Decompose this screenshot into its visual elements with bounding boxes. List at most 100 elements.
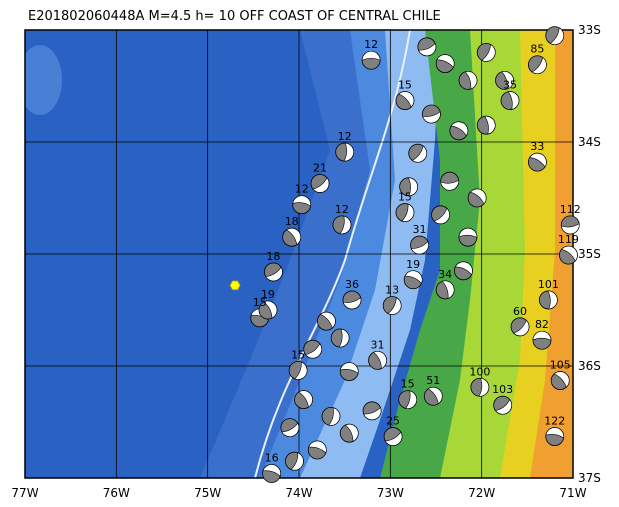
focal-mechanism [282,227,302,247]
depth-label: 15 [253,296,267,309]
beachball-dilatation [407,177,418,197]
beachball-dilatation [547,290,558,310]
beachball-dilatation [304,343,322,359]
focal-mechanism [382,296,402,315]
focal-mechanism [292,195,312,215]
depth-label: 122 [544,415,565,428]
focal-mechanism [545,427,565,446]
depth-label: 18 [285,215,299,228]
beachball-dilatation [363,407,382,421]
depth-label: 25 [386,415,400,428]
beachball-dilatation [484,115,496,135]
beachball-dilatation [298,390,313,408]
events [250,26,580,483]
focal-mechanism [458,227,478,247]
depth-label: 82 [535,318,549,331]
depth-label: 12 [335,203,349,216]
beachball-dilatation [290,452,304,471]
x-tick-label: 74W [285,486,312,500]
depth-label: 15 [401,378,415,391]
beachball-dilatation [398,91,415,108]
focal-mechanism [285,451,304,471]
focal-mechanism [435,54,455,73]
focal-mechanism [510,317,530,337]
focal-mechanism [264,262,283,282]
beachball-dilatation [427,386,443,405]
beachball-dilatation [344,423,359,442]
beachball-dilatation [478,377,490,397]
x-tick-label: 73W [377,486,404,500]
focal-mechanism [280,418,300,438]
focal-mechanism [410,235,429,255]
focal-mechanism [395,203,415,222]
beachball-dilatation [553,371,570,388]
depth-label: 12 [295,183,309,196]
focal-mechanism [532,330,552,350]
y-tick-label: 37S [578,471,601,485]
focal-mechanism [422,104,441,124]
depth-label: 35 [503,79,517,92]
epicenter [229,280,241,291]
x-tick-label: 75W [194,486,221,500]
beachball-dilatation [531,56,547,74]
depth-label: 105 [550,359,571,372]
beachball-dilatation [265,266,283,282]
focal-mechanism [467,188,487,208]
depth-label: 101 [538,278,559,291]
focal-mechanism [307,440,327,460]
focal-mechanism [538,290,558,310]
focal-mechanism [316,311,336,331]
depth-label: 103 [492,383,513,396]
depth-label: 15 [398,79,412,92]
beachball-dilatation [469,188,487,205]
beachball-dilatation [411,145,427,163]
focal-mechanism [321,406,341,426]
beachball-dilatation [433,207,450,225]
focal-mechanism [330,328,350,348]
beachball-dilatation [292,195,311,207]
beachball-dilatation [387,297,402,315]
depth-label: 13 [385,284,399,297]
beachball-dilatation [342,297,362,310]
beachball-dilatation [441,280,455,299]
beachball-dilatation [339,362,359,374]
beachball-dilatation [373,351,387,369]
beachball-dilatation [312,177,330,193]
focal-mechanism [550,371,570,390]
y-tick-label: 34S [578,135,601,149]
beachball-dilatation [560,223,580,235]
focal-mechanism [332,215,352,235]
beachball-dilatation [319,311,336,329]
y-tick-label: 33S [578,23,601,37]
focal-mechanism [399,177,419,197]
beachball-dilatation [501,71,514,90]
focal-mechanism [527,55,547,75]
focal-mechanism [495,71,514,90]
beachball-dilatation [507,91,520,110]
depth-label: 31 [413,223,427,236]
beachball-dilatation [436,54,455,68]
focal-mechanism [342,290,362,310]
depth-label: 60 [513,305,527,318]
depth-label: 31 [371,338,385,351]
focal-mechanism [559,245,578,265]
beachball-dilatation [328,407,341,426]
focal-mechanism [398,390,418,410]
focal-mechanism [431,205,450,225]
x-tick-label: 72W [468,486,495,500]
beachball-dilatation [464,71,478,90]
depth-label: 15 [398,191,412,204]
beachball-dilatation [422,111,441,124]
depth-label: 16 [265,452,279,465]
focal-mechanism [453,261,473,281]
focal-mechanism [417,37,437,57]
depth-label: 21 [313,161,327,174]
focal-mechanism [470,377,490,397]
beachball-dilatation [405,390,417,409]
beachball-dilatation [339,215,352,235]
beachball-dilatation [458,227,478,238]
focal-mechanism [493,395,513,415]
focal-mechanism [527,152,547,172]
beachball-dilatation [481,44,496,62]
